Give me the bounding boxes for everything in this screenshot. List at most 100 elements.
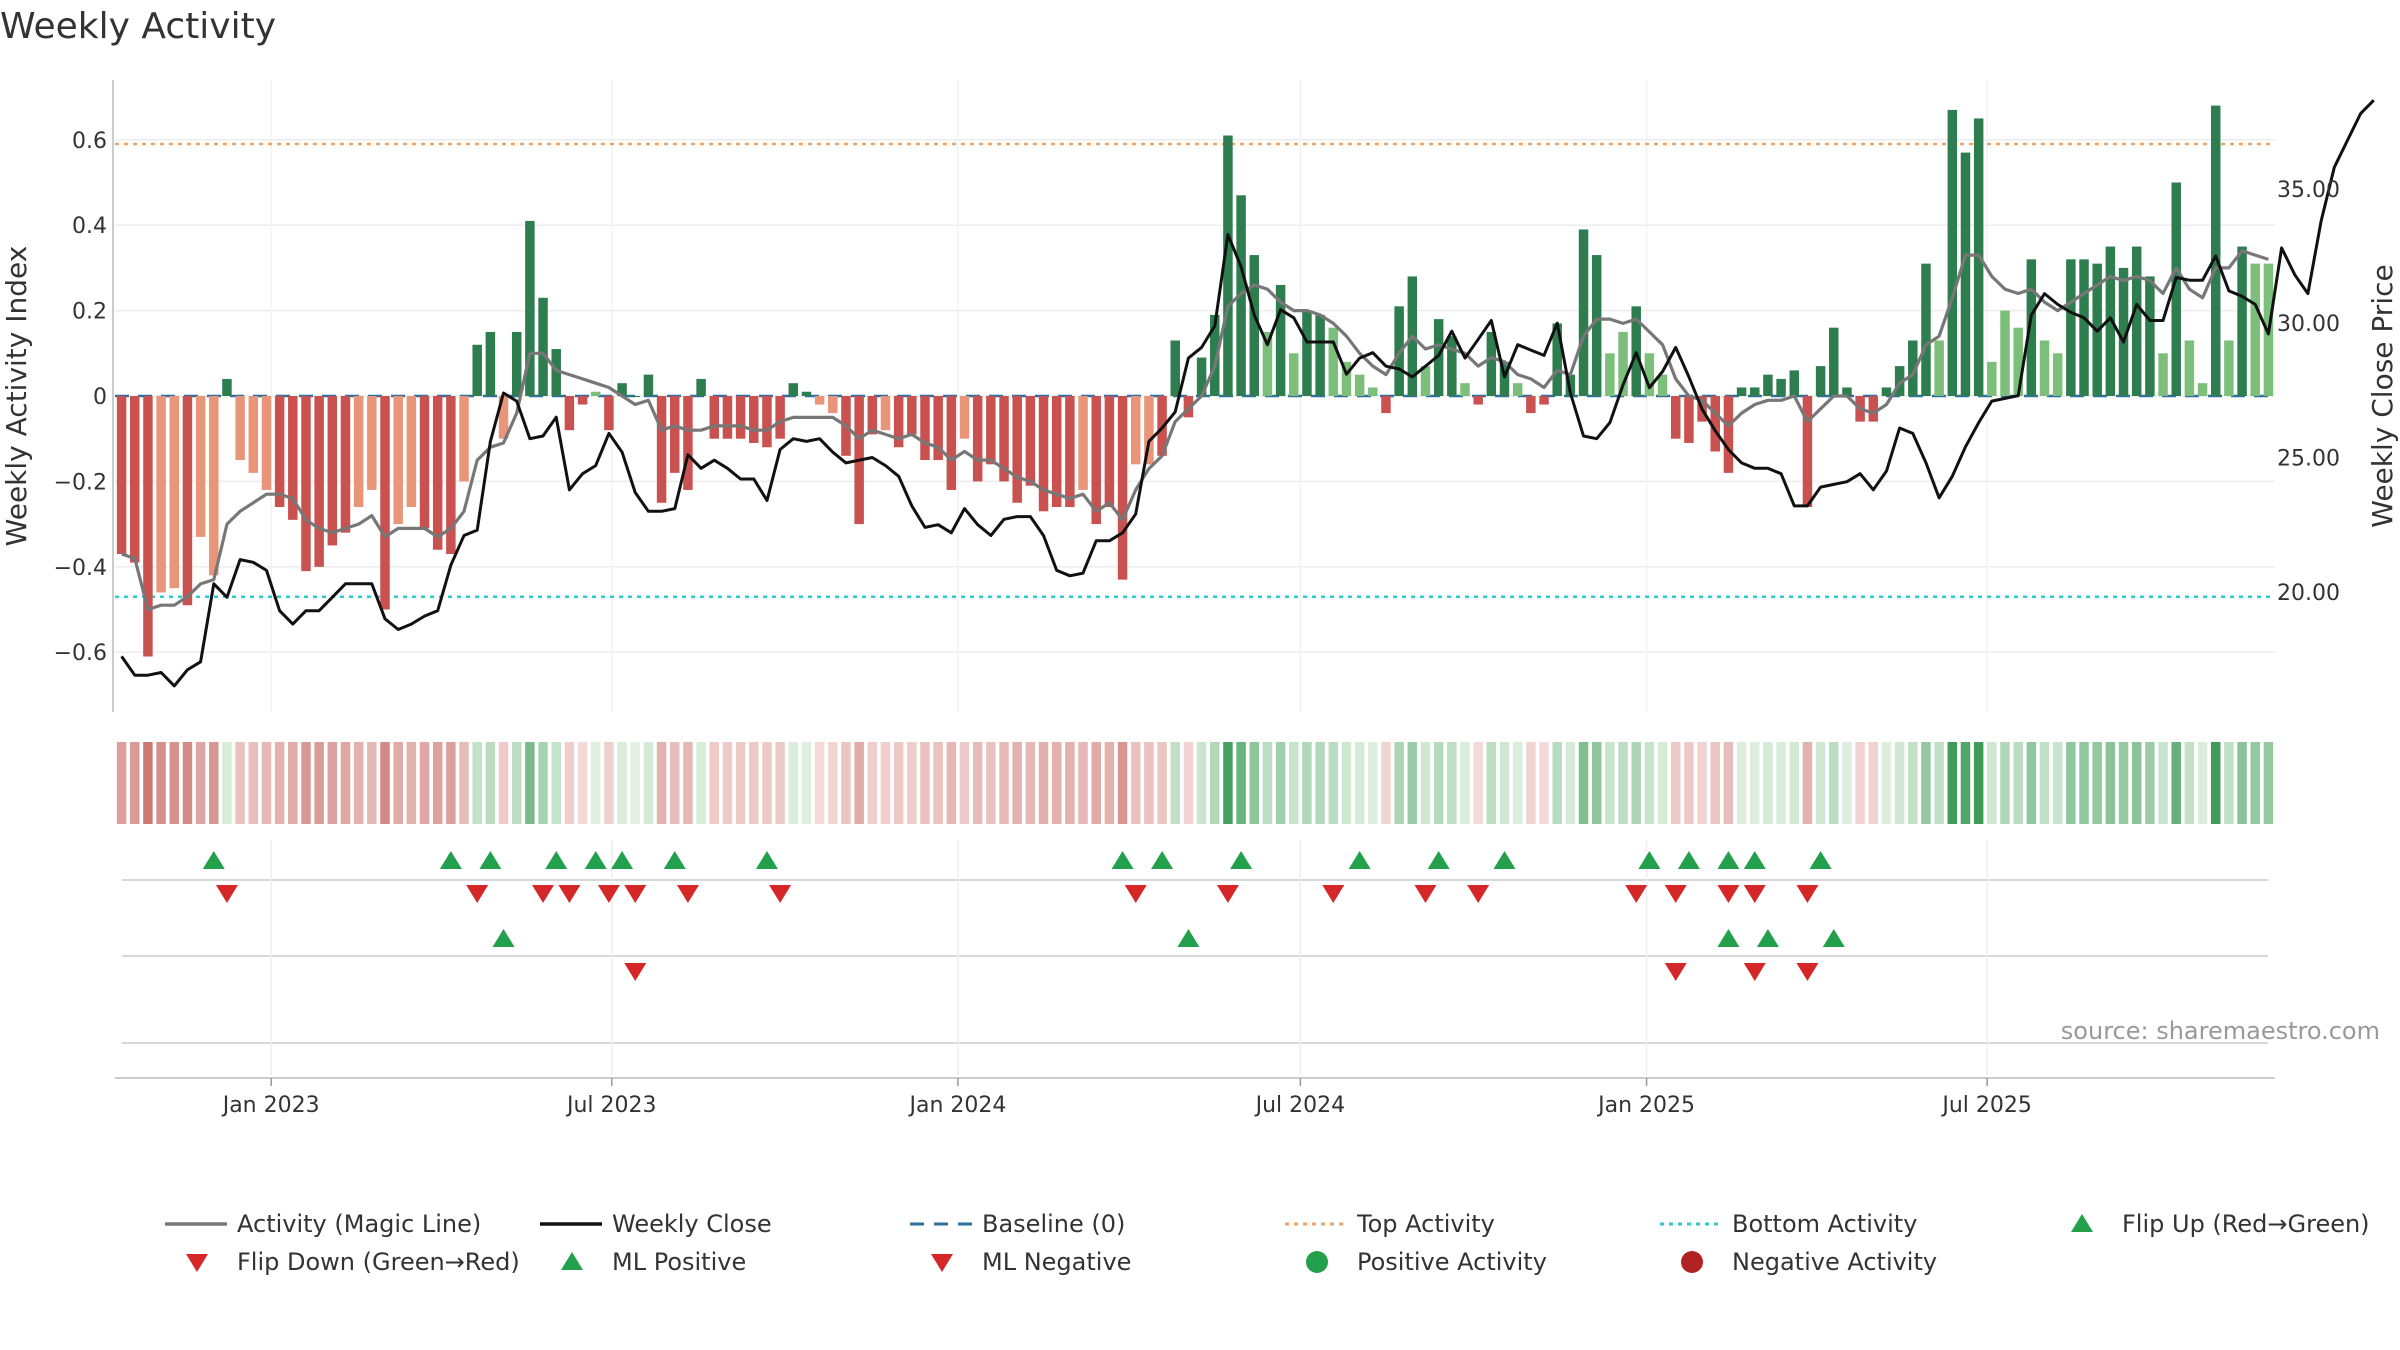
- legend-item-3: Top Activity: [1285, 1210, 1495, 1238]
- activity-bar-159: [2210, 105, 2221, 397]
- heat-cell-41: [656, 742, 667, 824]
- flip-up-marker-0: [202, 851, 225, 869]
- heat-cell-8: [222, 742, 232, 824]
- activity-bar-116: [1644, 353, 1655, 396]
- activity-bar-22: [406, 396, 417, 508]
- activity-bar-143: [2000, 310, 2010, 396]
- x-tick-label-5: Jul 2025: [1940, 1093, 2032, 1118]
- activity-bar-115: [1631, 306, 1641, 396]
- activity-bar-74: [1091, 396, 1101, 525]
- heat-cell-151: [2105, 742, 2116, 824]
- activity-bar-114: [1618, 331, 1628, 396]
- heat-cell-51: [788, 742, 799, 824]
- heat-cell-93: [1341, 742, 1352, 824]
- flip-up-marker-15: [1677, 851, 1700, 869]
- heat-cell-16: [327, 742, 338, 824]
- heat-cell-45: [709, 742, 720, 824]
- flip-up-marker-3: [545, 851, 568, 869]
- heat-cell-39: [630, 742, 640, 824]
- activity-bar-80: [1170, 340, 1180, 396]
- heat-cell-114: [1618, 742, 1628, 824]
- heat-cell-59: [893, 742, 904, 824]
- heat-cell-148: [2066, 742, 2076, 824]
- heat-cell-64: [959, 742, 970, 824]
- activity-bar-54: [828, 396, 838, 414]
- heat-cell-1: [130, 742, 140, 824]
- heat-cell-125: [1763, 742, 1773, 824]
- x-tick-label-1: Jul 2023: [565, 1093, 657, 1118]
- flip-up-marker-6: [663, 851, 686, 869]
- activity-bar-38: [617, 383, 627, 396]
- heat-cell-133: [1868, 742, 1879, 824]
- heat-cell-101: [1447, 742, 1457, 824]
- activity-bar-84: [1223, 135, 1233, 396]
- heat-cell-42: [670, 742, 680, 824]
- activity-bar-96: [1381, 396, 1391, 414]
- activity-bar-104: [1486, 331, 1497, 396]
- activity-bar-93: [1341, 361, 1352, 396]
- heat-cell-123: [1736, 742, 1747, 824]
- flip-up-marker-17: [1743, 851, 1766, 869]
- heat-cell-26: [459, 742, 469, 824]
- activity-bar-50: [775, 396, 785, 439]
- flip-down-marker-10: [1322, 885, 1345, 903]
- activity-bar-36: [590, 391, 601, 396]
- heat-cell-7: [209, 742, 219, 824]
- activity-bar-149: [2079, 259, 2089, 396]
- activity-bar-112: [1591, 255, 1602, 396]
- activity-bar-49: [762, 396, 772, 448]
- activity-bar-2: [143, 396, 153, 657]
- heat-cell-94: [1354, 742, 1365, 824]
- activity-bar-152: [2118, 267, 2129, 396]
- activity-bar-128: [1802, 396, 1813, 508]
- activity-bar-27: [472, 344, 482, 396]
- legend-item-8: ML Negative: [931, 1248, 1131, 1276]
- activity-bar-41: [656, 396, 667, 503]
- heat-cell-100: [1433, 742, 1444, 824]
- heat-cell-91: [1315, 742, 1325, 824]
- y-tick-label-3: 0: [93, 385, 107, 410]
- heat-cell-102: [1460, 742, 1470, 824]
- activity-bar-68: [1012, 396, 1022, 503]
- heat-cell-162: [2250, 742, 2260, 824]
- activity-bar-31: [525, 220, 535, 396]
- legend-swatch-5: [2071, 1214, 2093, 1232]
- activity-bar-71: [1051, 396, 1062, 508]
- activity-bar-32: [538, 297, 548, 396]
- legend-swatch-7: [561, 1252, 583, 1270]
- flip-down-marker-7: [769, 885, 792, 903]
- y-tick-label-6: 0.6: [72, 129, 107, 154]
- heat-cell-117: [1657, 742, 1668, 824]
- heat-cell-57: [867, 742, 878, 824]
- legend-label-4: Bottom Activity: [1732, 1210, 1917, 1238]
- heat-cell-20: [380, 742, 390, 824]
- heat-cell-14: [301, 742, 311, 824]
- ml-positive-marker-4: [1822, 929, 1845, 947]
- activity-bar-118: [1670, 396, 1681, 439]
- flip-down-marker-3: [558, 885, 581, 903]
- activity-bar-89: [1289, 353, 1299, 396]
- flip-down-marker-6: [676, 885, 699, 903]
- activity-bar-111: [1578, 229, 1589, 396]
- x-tick-label-3: Jul 2024: [1254, 1093, 1346, 1118]
- heat-cell-48: [749, 742, 759, 824]
- activity-bar-75: [1104, 396, 1115, 508]
- activity-bar-62: [933, 396, 943, 461]
- activity-bar-103: [1473, 396, 1483, 405]
- heat-cell-31: [525, 742, 535, 824]
- heat-cell-27: [472, 742, 482, 824]
- heat-cell-121: [1710, 742, 1720, 824]
- heat-cell-32: [538, 742, 548, 824]
- legend-item-9: Positive Activity: [1306, 1248, 1547, 1276]
- heat-cell-122: [1723, 742, 1734, 824]
- activity-bar-8: [222, 378, 232, 396]
- heat-cell-95: [1368, 742, 1378, 824]
- activity-bar-86: [1249, 255, 1260, 396]
- flip-down-marker-1: [466, 885, 489, 903]
- series-lines: [120, 99, 2375, 688]
- heat-cell-86: [1249, 742, 1260, 824]
- legend-label-0: Activity (Magic Line): [237, 1210, 481, 1238]
- activity-bar-119: [1684, 396, 1694, 443]
